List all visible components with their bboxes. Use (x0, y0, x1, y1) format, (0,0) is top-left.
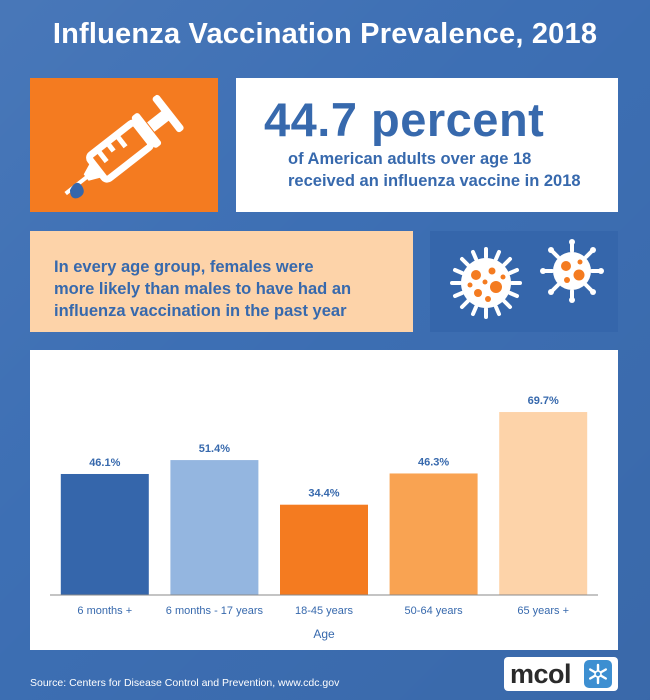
page-title: Influenza Vaccination Prevalence, 2018 (52, 18, 598, 50)
vaccination-by-age-chart: 46.1% 6 months + 51.4% 6 months - 17 years 3… (30, 350, 618, 650)
headline-stat: 44.7 percent (264, 93, 545, 146)
note-line-3: influenza vaccination in the past year (54, 302, 347, 320)
mcol-logo: mcol (504, 657, 618, 691)
description-line-1: of American adults over age 18 (288, 150, 532, 168)
description-line-2: received an influenza vaccine in 2018 (288, 172, 581, 190)
note-line-1: In every age group, females were (54, 258, 314, 276)
bar-chart: 46.1% 6 months + 51.4% 6 months - 17 years 3… (50, 395, 598, 641)
note-line-2: more likely than males to have had an (54, 280, 352, 298)
gender-note-panel: In every age group, females were more li… (30, 231, 413, 332)
bar-2 (170, 460, 259, 595)
bar-value-label-3: 34.4% (308, 488, 339, 500)
category-label-3: 18-45 years (295, 605, 354, 617)
category-label-1: 6 months + (77, 605, 132, 617)
headline-stat-description: of American adults over age 18 received … (288, 148, 608, 192)
bar-value-label-1: 46.1% (89, 457, 120, 469)
logo-snowflake-icon (584, 660, 612, 688)
x-axis-title: Age (313, 627, 335, 641)
gender-note-text: In every age group, females were more li… (54, 256, 404, 322)
bar-value-label-4: 46.3% (418, 456, 449, 468)
bar-5 (499, 412, 588, 595)
logo-wordmark: mcol (510, 659, 572, 689)
bar-4 (389, 473, 478, 595)
category-label-4: 50-64 years (405, 605, 464, 617)
category-label-5: 65 years + (517, 605, 569, 617)
bar-value-label-2: 51.4% (199, 443, 230, 455)
syringe-icon (64, 94, 184, 199)
bar-1 (60, 473, 149, 595)
source-citation: Source: Centers for Disease Control and … (30, 677, 340, 689)
bar-3 (280, 504, 368, 595)
virus-panel (430, 231, 618, 332)
category-label-2: 6 months - 17 years (166, 605, 264, 617)
headline-stat-panel: 44.7 percent of American adults over age… (236, 78, 618, 212)
virus-icon (450, 239, 604, 319)
bar-value-label-5: 69.7% (528, 395, 559, 407)
syringe-panel (30, 78, 218, 212)
